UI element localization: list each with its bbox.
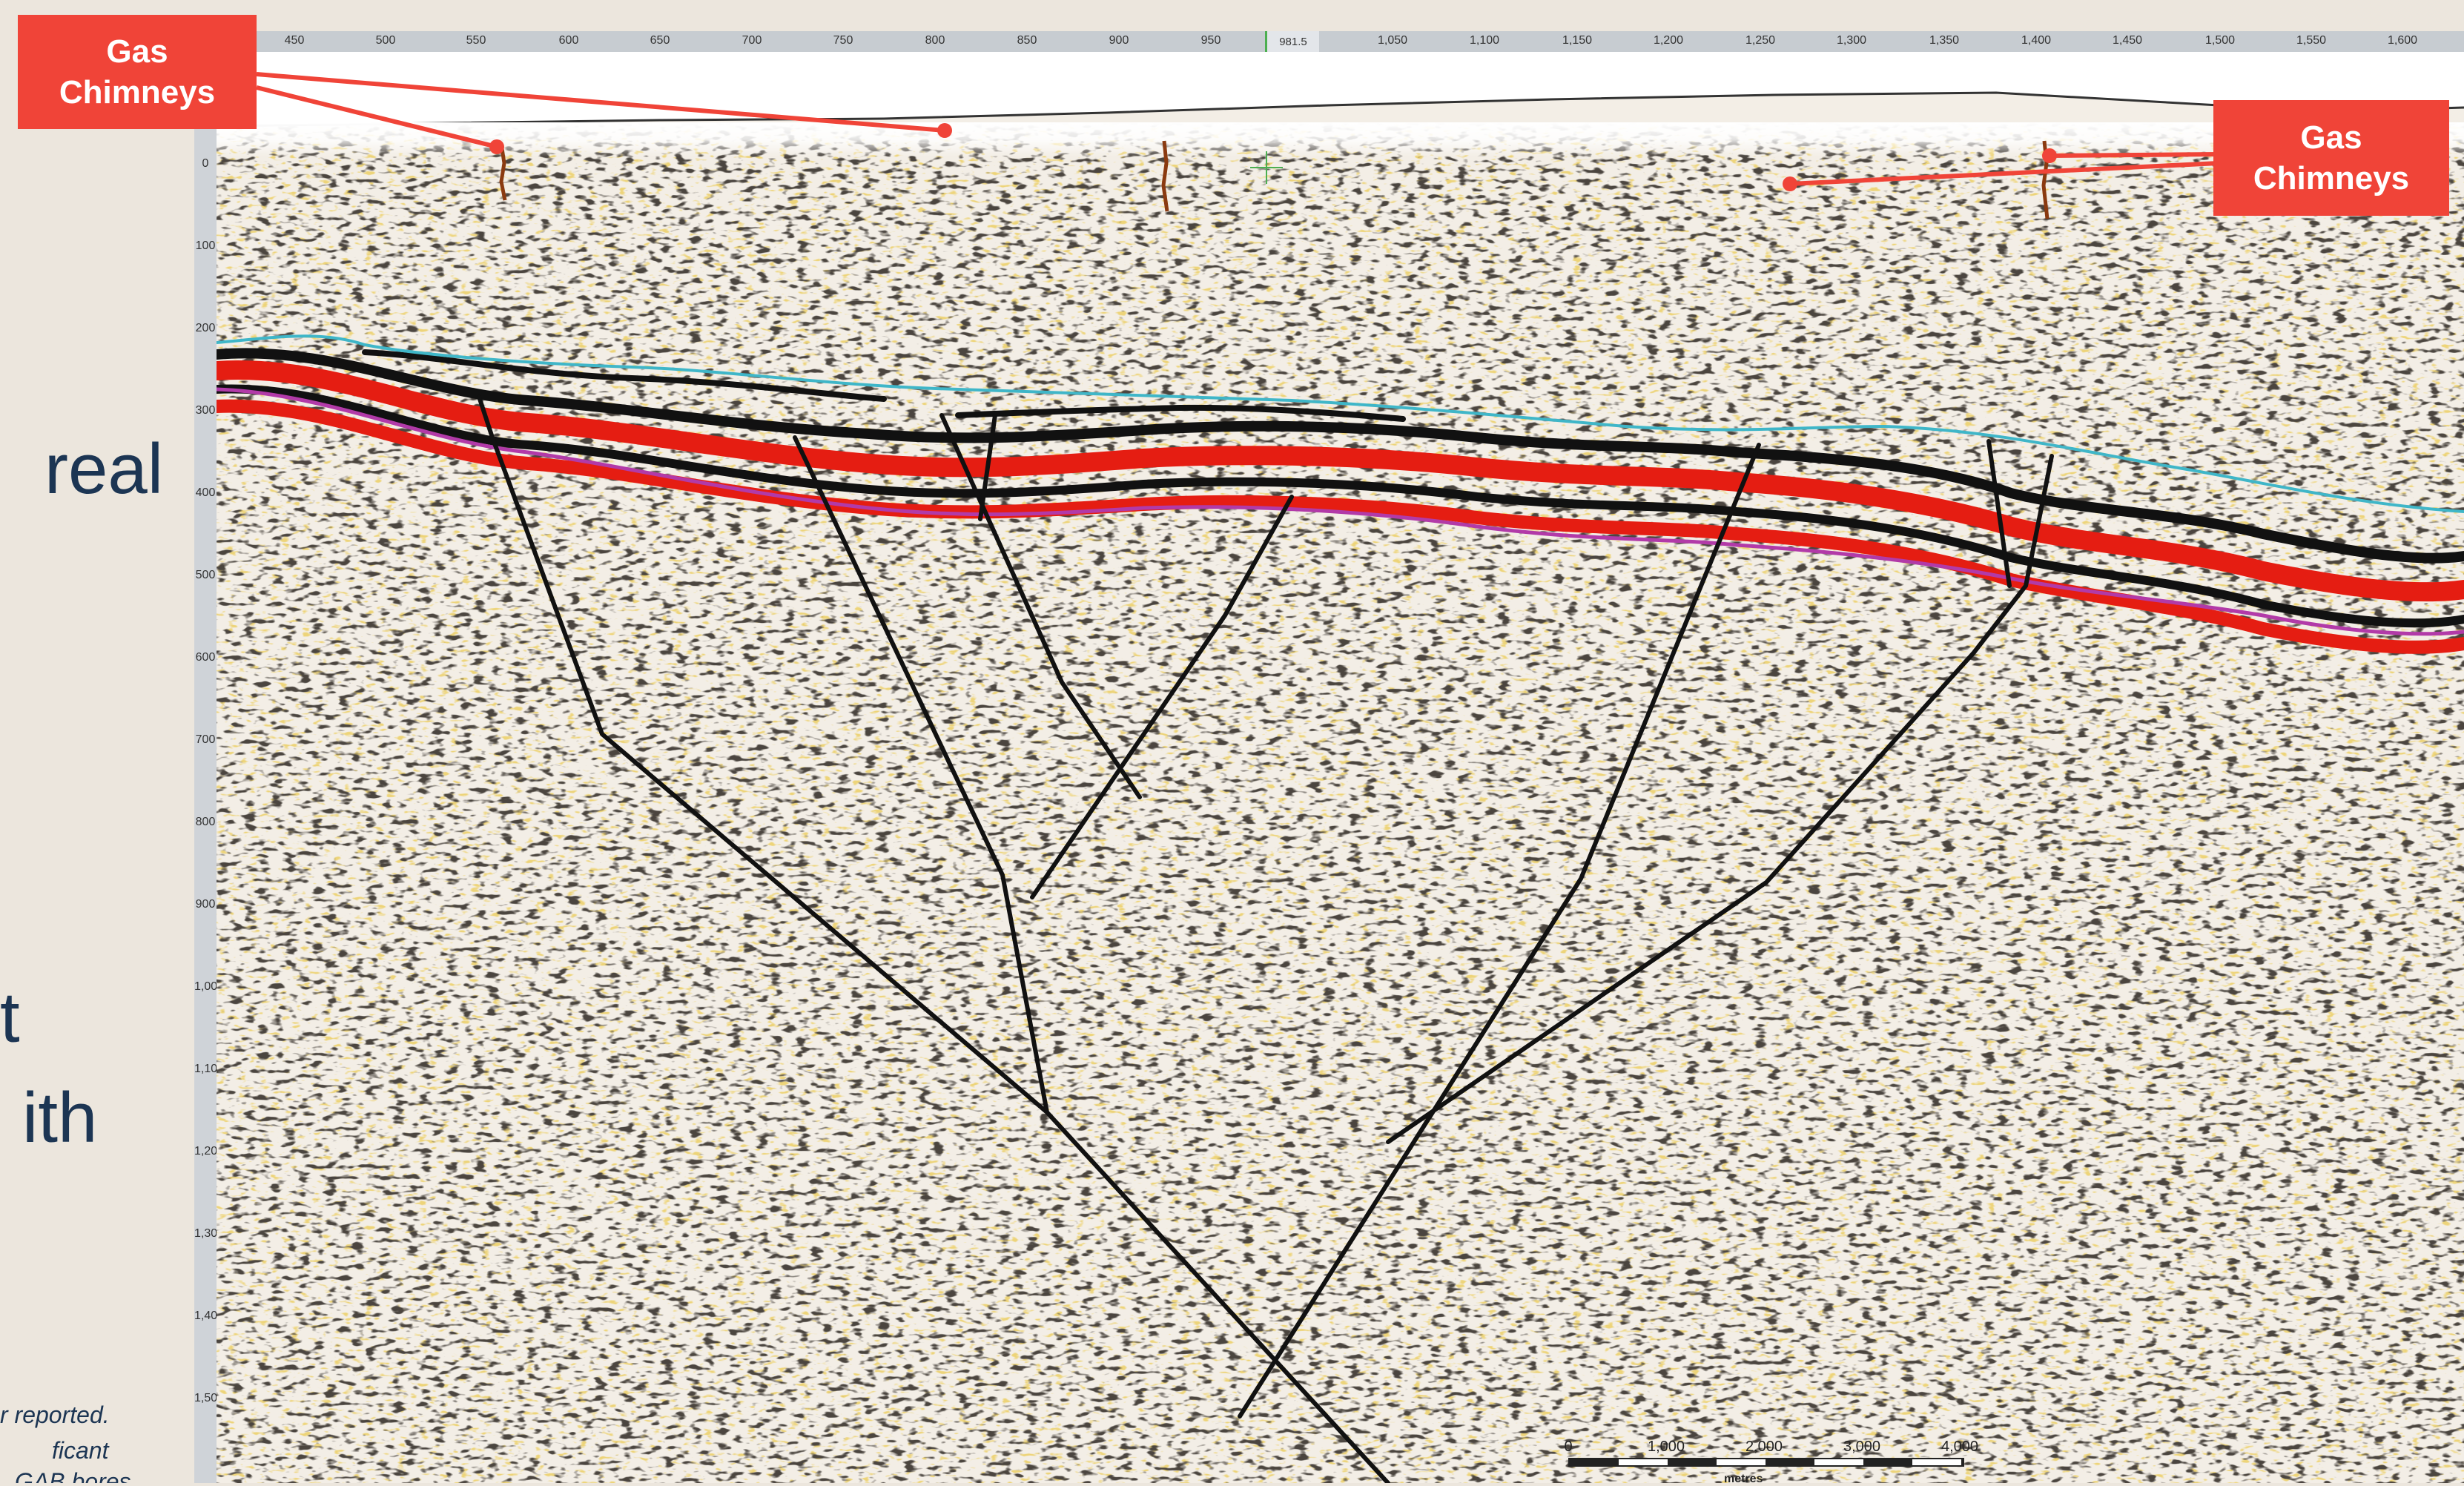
slide-text-fragment: ith	[22, 1078, 98, 1158]
scale-bar-label: 3,000	[1843, 1439, 1881, 1455]
fault-line	[978, 413, 997, 521]
callout-line: Chimneys	[2253, 160, 2410, 197]
depth-axis-tick: 0	[202, 157, 209, 170]
ruler-tick: 1,550	[2296, 34, 2327, 47]
ruler-tick: 500	[375, 34, 396, 47]
ruler-tick: 650	[650, 34, 670, 47]
depth-axis[interactable]: 0 100 200 300 400 500 600 700 800 900 1,000 1,100 1,…	[194, 111, 225, 1483]
ruler-tick: 750	[833, 34, 853, 47]
depth-axis-tick: 100	[195, 240, 216, 252]
callout-line: Gas	[2300, 119, 2362, 156]
depth-axis-tick: 1,500	[194, 1392, 225, 1404]
footnote-line: ficant	[52, 1437, 109, 1464]
ruler-tick: 1,150	[1562, 34, 1593, 47]
seismic-section-canvas[interactable]	[217, 52, 2464, 1483]
scale-bar-label: 4,000	[1941, 1439, 1979, 1455]
ruler-tick: 900	[1109, 34, 1129, 47]
depth-axis-tick: 300	[195, 404, 216, 417]
depth-axis-tick: 1,400	[194, 1310, 225, 1322]
ruler-tick: 1,050	[1377, 34, 1408, 47]
ruler-tick: 950	[1200, 34, 1221, 47]
footnote-line: r reported.	[0, 1401, 110, 1428]
scale-bar-unit: metres	[1724, 1473, 1763, 1485]
footnote-line: GAB bores	[15, 1468, 131, 1483]
ruler-tick: 1,350	[1929, 34, 1960, 47]
scale-bar-graphic	[1568, 1458, 1964, 1467]
trace-ruler[interactable]: 450 500 550 600 650 700 750 800 850 900 950 1,050 1,…	[254, 31, 2464, 53]
scale-bar-label: 1,000	[1647, 1439, 1685, 1455]
callout-leader-lines	[256, 72, 2219, 186]
slide-text-fragment: t	[0, 978, 20, 1057]
cursor-crosshair-icon	[1250, 151, 1283, 184]
callout-leader-dots	[489, 123, 2057, 191]
depth-axis-tick: 700	[195, 733, 216, 746]
depth-axis-tick: 1,100	[194, 1063, 225, 1075]
fault-line	[477, 394, 1390, 1483]
ruler-tick: 1,400	[2021, 34, 2052, 47]
ruler-tick: 1,100	[1469, 34, 1500, 47]
fault-line	[1386, 454, 2054, 1144]
interpreted-faults	[477, 394, 2054, 1483]
fault-line	[1238, 443, 1761, 1419]
ruler-tick: 700	[741, 34, 762, 47]
ruler-tick: 1,500	[2204, 34, 2236, 47]
cursor-position-readout: 981.5	[1265, 31, 1319, 52]
fault-line	[1986, 439, 2012, 588]
ruler-tick: 1,200	[1653, 34, 1684, 47]
shallow-fade	[217, 122, 2464, 367]
slide-body-text: real t ith r reported. ficant GAB bores	[0, 0, 200, 1484]
seismic-section-view[interactable]	[217, 52, 2464, 1483]
ruler-tick: 1,600	[2387, 34, 2418, 47]
depth-axis-tick: 600	[195, 651, 216, 664]
ruler-tick: 600	[558, 34, 579, 47]
callout-line: Gas	[106, 33, 168, 70]
scale-bar-label: 0	[1564, 1439, 1573, 1455]
ruler-tick: 1,250	[1745, 34, 1776, 47]
fault-line	[1030, 495, 1294, 899]
ruler-tick: 1,300	[1836, 34, 1867, 47]
ruler-tick: 550	[466, 34, 486, 47]
ruler-tick: 850	[1017, 34, 1037, 47]
distance-scale-bar: metres 0 1,000 2,000 3,000 4,000	[1564, 1439, 1984, 1485]
scale-bar-label: 2,000	[1745, 1439, 1783, 1455]
depth-axis-tick: 900	[195, 898, 216, 911]
slide-text-fragment: real	[44, 429, 164, 509]
depth-axis-tick: 800	[195, 816, 216, 828]
depth-axis-tick: 200	[195, 322, 216, 334]
gas-chimneys-callout-right: Gas Chimneys	[2213, 100, 2449, 216]
depth-axis-tick: 1,000	[194, 980, 225, 993]
callout-line: Chimneys	[59, 74, 216, 110]
ruler-tick: 1,450	[2112, 34, 2143, 47]
depth-axis-tick: 400	[195, 486, 216, 499]
ruler-tick: 450	[284, 34, 305, 47]
gas-chimneys-callout-left: Gas Chimneys	[18, 15, 257, 129]
depth-axis-tick: 1,300	[194, 1227, 225, 1240]
reflector-package	[217, 334, 2464, 654]
water-column	[217, 52, 2464, 126]
fault-line	[793, 435, 1049, 1114]
depth-axis-tick: 1,200	[194, 1145, 225, 1158]
ruler-tick: 800	[925, 34, 945, 47]
depth-axis-tick: 500	[195, 569, 216, 581]
